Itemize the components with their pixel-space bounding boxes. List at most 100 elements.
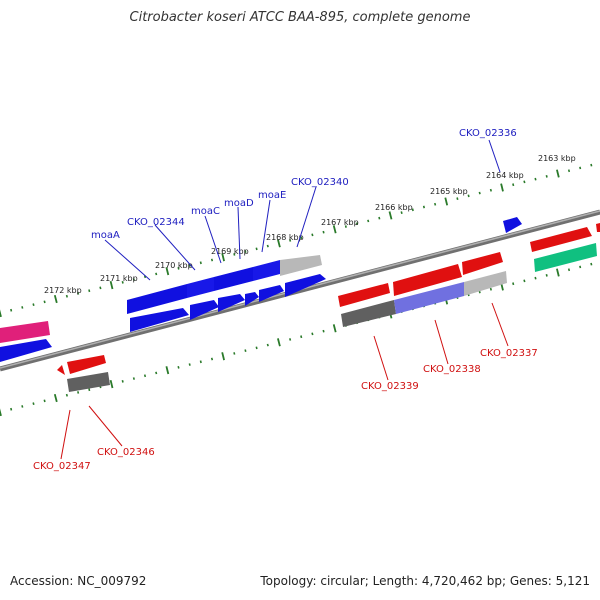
- gene-feature[interactable]: [253, 260, 280, 281]
- scale-tick-minor: [534, 276, 537, 280]
- gene-label-cko-02346[interactable]: CKO_02346: [97, 447, 155, 458]
- scale-label: 2165 kbp: [430, 187, 468, 196]
- map-title: Citrobacter koseri ATCC BAA-895, complet…: [129, 10, 471, 25]
- scale-tick-minor: [177, 365, 180, 369]
- gene-cluster-moa-lower: [130, 274, 326, 332]
- scale-label: 2169 kbp: [211, 247, 249, 256]
- gene-feature[interactable]: [190, 300, 219, 320]
- gene-label-cko-02338[interactable]: CKO_02338: [423, 364, 481, 375]
- gene-feature[interactable]: [245, 292, 259, 306]
- scale-label: 2166 kbp: [375, 203, 413, 212]
- scale-tick-minor: [32, 402, 35, 406]
- scale-tick-minor: [88, 289, 91, 293]
- scale-tick-minor: [177, 266, 180, 270]
- gene-feature[interactable]: [462, 252, 503, 275]
- gene-feature[interactable]: [394, 282, 464, 314]
- scale-tick-minor: [567, 268, 571, 272]
- gene-label-cko-02339[interactable]: CKO_02339: [361, 381, 419, 392]
- scale-tick-minor: [567, 169, 571, 173]
- gene-feature[interactable]: [130, 308, 189, 332]
- scale-tick-minor: [266, 244, 269, 248]
- gene-label-cko-02344[interactable]: CKO_02344: [127, 217, 185, 228]
- gene-feature[interactable]: [534, 243, 597, 272]
- scale-tick-minor: [300, 236, 303, 240]
- scale-tick-minor: [545, 174, 548, 178]
- gene-label-moac[interactable]: moaC: [191, 206, 220, 217]
- scale-tick-minor: [155, 272, 158, 276]
- gene-label-cko-02337[interactable]: CKO_02337: [480, 348, 538, 359]
- scale-tick-major: [444, 197, 449, 206]
- scale-tick-minor: [65, 393, 68, 397]
- gene-feature[interactable]: [187, 277, 214, 298]
- gene-feature[interactable]: [464, 271, 507, 296]
- scale-tick-minor: [322, 230, 325, 234]
- scale-tick-minor: [21, 306, 24, 309]
- scale-tick-minor: [210, 357, 214, 361]
- scale-tick-major: [332, 324, 337, 333]
- scale-tick-minor: [523, 279, 526, 283]
- gene-label-cko-02347[interactable]: CKO_02347: [33, 461, 91, 472]
- scale-tick-major: [277, 338, 281, 347]
- scale-tick-major: [221, 352, 225, 361]
- scale-tick-minor: [188, 363, 191, 366]
- scale-tick-minor: [77, 391, 80, 394]
- gene-label-moaa[interactable]: moaA: [91, 230, 120, 241]
- scale-tick-minor: [10, 407, 13, 411]
- gene-cluster-moa-upper: [127, 255, 322, 314]
- scale-tick-major: [277, 239, 281, 248]
- scale-tick-minor: [311, 332, 314, 336]
- scale-tick-major: [165, 267, 170, 276]
- scale-label: 2164 kbp: [486, 171, 524, 180]
- scale-tick-major: [109, 379, 114, 389]
- scale-label: 2171 kbp: [100, 274, 138, 283]
- gene-feature[interactable]: [259, 285, 284, 302]
- scale-tick-major: [165, 366, 170, 375]
- gene-feature[interactable]: [127, 284, 187, 314]
- scale-tick-minor: [322, 329, 325, 333]
- gene-feature[interactable]: [0, 321, 50, 343]
- gene-feature[interactable]: [214, 267, 253, 291]
- top-callouts: [104, 139, 501, 281]
- gene-feature[interactable]: [338, 283, 390, 307]
- gene-feature[interactable]: [341, 300, 396, 327]
- gene-feature[interactable]: [57, 365, 65, 375]
- gene-feature[interactable]: [530, 227, 592, 252]
- scale-tick-minor: [512, 282, 515, 286]
- scale-tick-minor: [367, 219, 370, 223]
- scale-tick-minor: [155, 371, 158, 375]
- genome-summary-text: Topology: circular; Length: 4,720,462 bp…: [260, 574, 590, 588]
- gene-feature[interactable]: [67, 372, 110, 392]
- gene-label-cko-02340[interactable]: CKO_02340: [291, 177, 349, 188]
- gene-feature[interactable]: [503, 217, 522, 233]
- scale-tick-minor: [434, 202, 437, 206]
- gene-label-cko-02336[interactable]: CKO_02336: [459, 128, 517, 139]
- scale-tick-major: [0, 408, 2, 417]
- gene-feature[interactable]: [280, 255, 322, 276]
- scale-tick-major: [556, 268, 560, 277]
- gene-label-moae[interactable]: moaE: [258, 190, 286, 201]
- scale-tick-minor: [88, 388, 91, 392]
- scale-tick-minor: [43, 300, 46, 304]
- gene-feature[interactable]: [67, 355, 106, 374]
- gene-feature[interactable]: [393, 264, 462, 296]
- gene-feature[interactable]: [596, 223, 600, 232]
- scale-tick-major: [388, 211, 393, 220]
- scale-tick-minor: [244, 349, 247, 352]
- gene-feature[interactable]: [0, 339, 52, 362]
- gene-label-moad[interactable]: moaD: [224, 198, 254, 209]
- gene-feature[interactable]: [285, 274, 326, 297]
- scale-tick-minor: [32, 303, 35, 307]
- scale-tick-minor: [132, 278, 135, 281]
- scale-tick-minor: [344, 225, 347, 228]
- genome-backbone: [0, 209, 600, 372]
- gene-feature[interactable]: [218, 294, 245, 312]
- scale-tick-minor: [121, 280, 124, 284]
- scale-tick-minor: [590, 163, 593, 167]
- scale-tick-minor: [210, 258, 214, 262]
- scale-label: 2168 kbp: [266, 233, 304, 242]
- scale-tick-minor: [411, 208, 414, 212]
- scale-tick-minor: [255, 247, 258, 251]
- scale-tick-minor: [400, 211, 403, 214]
- accession-text: Accession: NC_009792: [10, 574, 147, 588]
- scale-tick-minor: [99, 286, 102, 290]
